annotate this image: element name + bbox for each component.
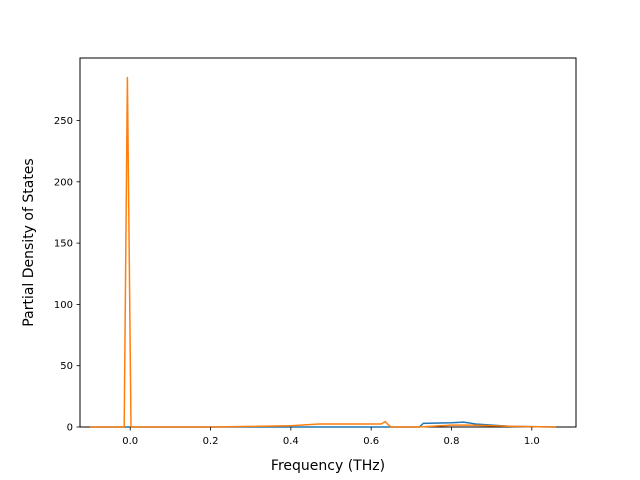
y-tick-label: 250 — [54, 116, 73, 127]
x-tick-label: 0.2 — [203, 436, 219, 447]
y-tick-label: 0 — [67, 423, 73, 434]
y-axis-label: Partial Density of States — [21, 158, 37, 326]
series-line-2 — [90, 76, 556, 428]
plot-area — [79, 57, 577, 428]
y-tick-label: 100 — [54, 300, 73, 311]
series-layer — [90, 76, 556, 428]
y-tick-label: 150 — [54, 239, 73, 250]
x-tick-label: 1.0 — [524, 436, 540, 447]
y-tick-label: 200 — [54, 177, 73, 188]
x-tick-label: 0.8 — [444, 436, 460, 447]
plot-frame — [79, 57, 577, 428]
x-tick-label: 0.0 — [122, 436, 138, 447]
x-tick-label: 0.4 — [283, 436, 299, 447]
y-tick-label: 50 — [60, 361, 73, 372]
y-axis: 0 50 100 150 200 250 — [54, 116, 80, 434]
x-axis-label: Frequency (THz) — [271, 458, 385, 474]
x-tick-label: 0.6 — [363, 436, 379, 447]
x-axis: 0.0 0.2 0.4 0.6 0.8 1.0 — [122, 427, 540, 447]
